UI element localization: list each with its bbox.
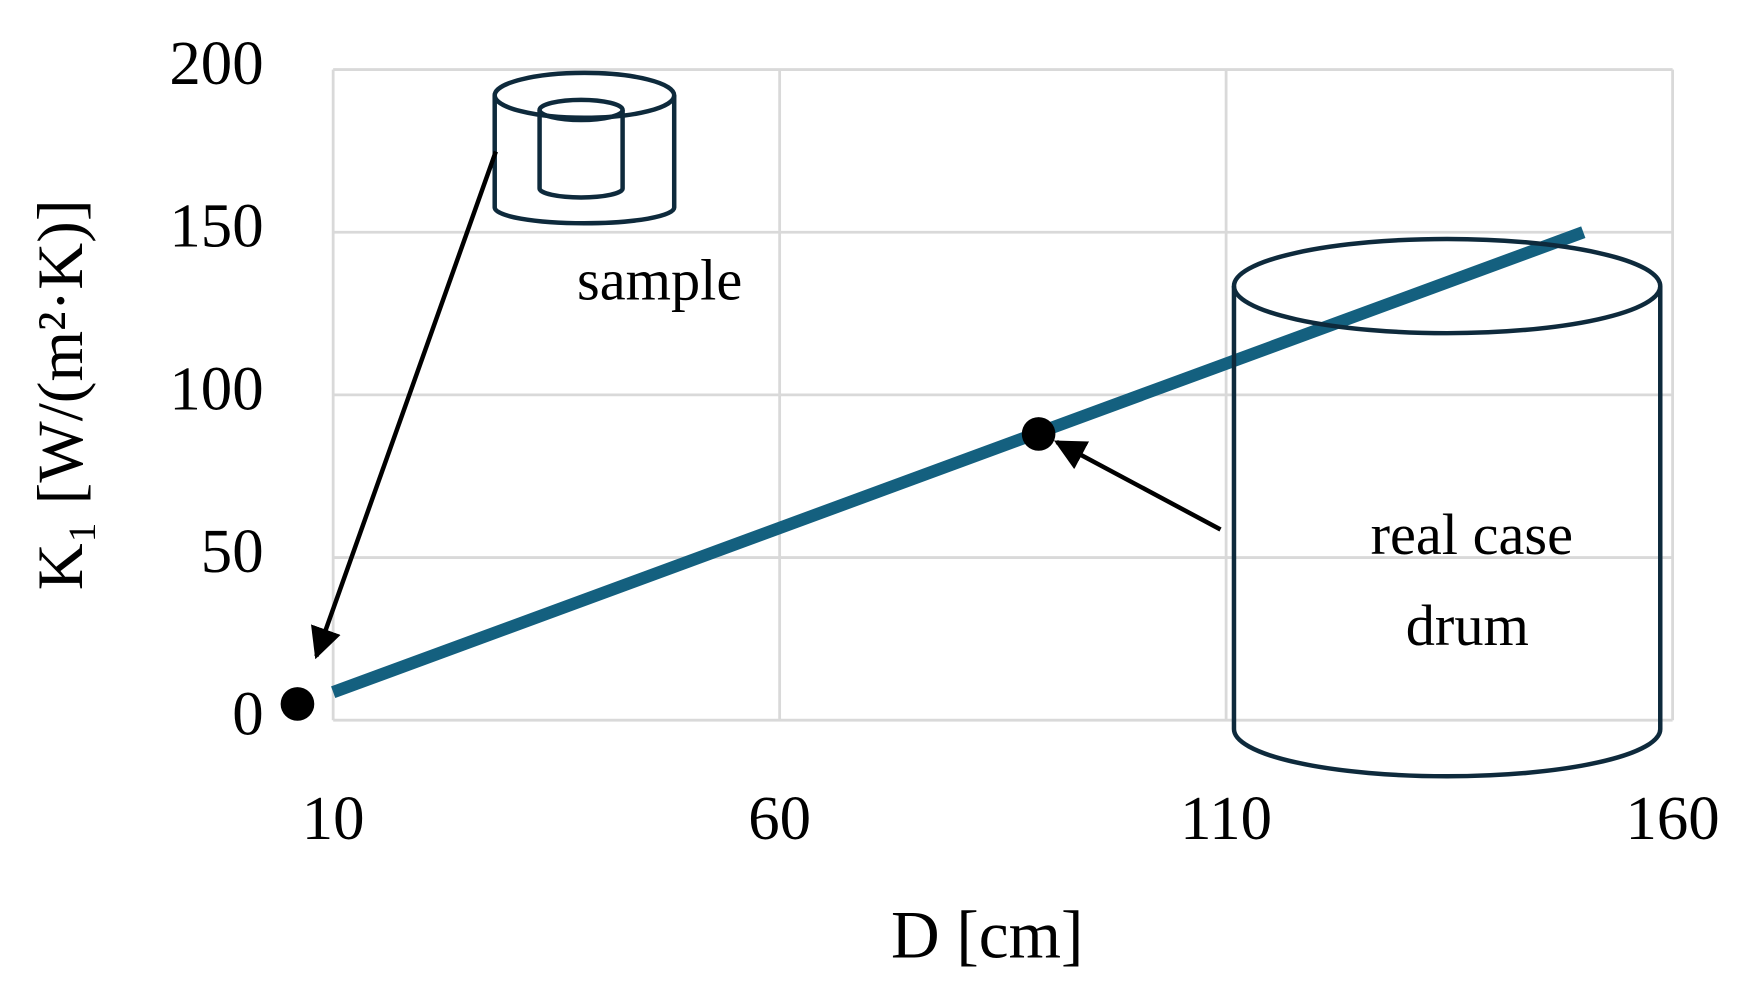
y-tick-label: 0 xyxy=(232,679,263,749)
x-tick-label: 60 xyxy=(748,783,811,853)
annotation: drum xyxy=(1406,593,1529,658)
data-point xyxy=(1021,417,1056,451)
data xyxy=(280,226,1586,721)
line-series xyxy=(331,226,1586,699)
drum-icon xyxy=(1231,236,1663,779)
annotation: real case xyxy=(1371,502,1573,567)
x-tick-label: 10 xyxy=(302,783,365,853)
x-tick-label: 160 xyxy=(1625,783,1719,853)
y-tick-label: 200 xyxy=(169,28,263,98)
data-point xyxy=(280,687,315,721)
arrow xyxy=(311,150,498,660)
sample-icon xyxy=(492,70,677,226)
grid xyxy=(331,68,1674,722)
y-axis-label: K₁ [W/(m²·K)] xyxy=(25,200,97,591)
y-tick-label: 50 xyxy=(201,516,264,586)
x-tick-label: 110 xyxy=(1180,783,1272,853)
x-axis-label: D [cm] xyxy=(891,898,1083,973)
y-tick-label: 100 xyxy=(169,353,263,423)
arrow xyxy=(1053,440,1222,532)
y-tick-label: 150 xyxy=(169,191,263,261)
annotation: sample xyxy=(577,247,742,312)
